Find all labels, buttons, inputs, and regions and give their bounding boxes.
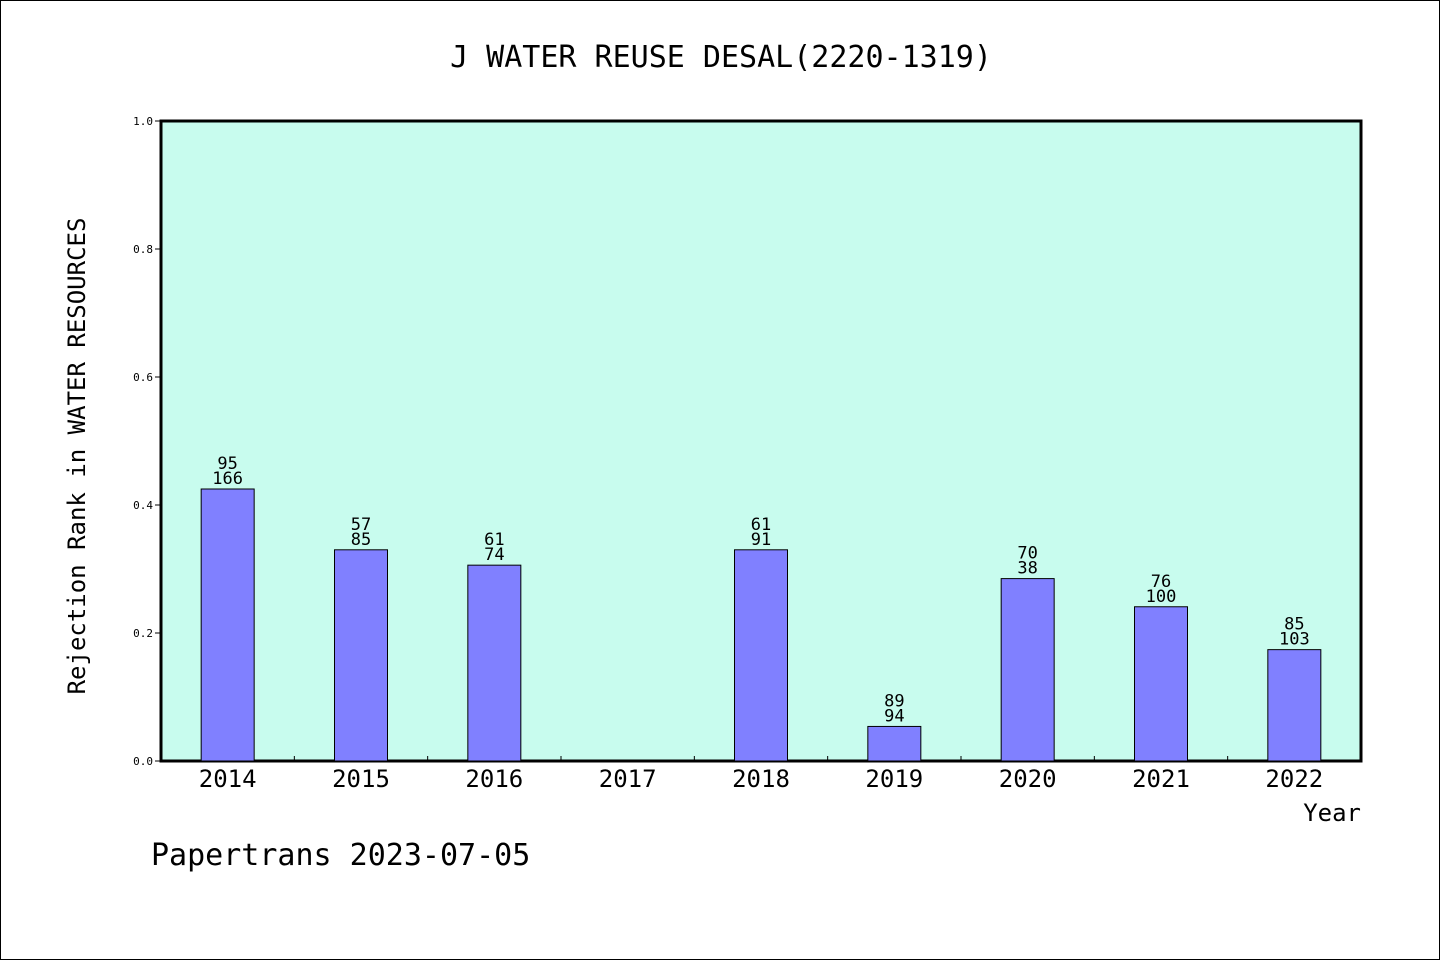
bar-2022 bbox=[1267, 649, 1322, 762]
bar-label-top: 70 bbox=[1017, 544, 1037, 564]
y-tick-label: 0.8 bbox=[133, 243, 153, 256]
x-tick-label: 2019 bbox=[865, 765, 923, 793]
x-tick-label: 2021 bbox=[1132, 765, 1190, 793]
bar-label-top: 61 bbox=[751, 515, 771, 535]
footer-text: Papertrans 2023-07-05 bbox=[151, 838, 530, 873]
y-tick-label: 1.0 bbox=[133, 115, 153, 128]
bar-label-bottom: 85 bbox=[351, 530, 371, 550]
bar-label-bottom: 100 bbox=[1146, 587, 1177, 607]
bar-2018 bbox=[734, 549, 788, 762]
bar-label-bottom: 166 bbox=[212, 469, 243, 489]
bar-2020 bbox=[1000, 578, 1055, 762]
bar-label-bottom: 103 bbox=[1279, 630, 1310, 650]
x-axis-label: Year bbox=[1303, 799, 1361, 827]
y-axis: 0.0 0.2 0.4 0.6 0.8 1.0 bbox=[133, 115, 161, 768]
bar-label-top: 89 bbox=[884, 691, 904, 711]
bar-2014 bbox=[200, 488, 255, 762]
bar-label-top: 57 bbox=[351, 515, 371, 535]
bar-label-bottom: 91 bbox=[751, 530, 771, 550]
bar-2015 bbox=[334, 549, 388, 762]
bar-label-bottom: 74 bbox=[484, 545, 504, 565]
y-tick-label: 0.4 bbox=[133, 499, 153, 512]
y-tick-label: 0.6 bbox=[133, 371, 153, 384]
x-tick-label: 2022 bbox=[1265, 765, 1323, 793]
chart-title: J WATER REUSE DESAL(2220-1319) bbox=[450, 40, 992, 75]
bar-2021 bbox=[1134, 606, 1188, 762]
x-axis: 2014 2015 2016 2017 2018 2019 2020 2021 2022 bbox=[199, 756, 1323, 793]
bar-2016 bbox=[467, 564, 522, 762]
y-tick-label: 0.0 bbox=[133, 755, 153, 768]
y-tick-label: 0.2 bbox=[133, 627, 153, 640]
bar-label-bottom: 94 bbox=[884, 706, 904, 726]
bar-label-bottom: 38 bbox=[1017, 559, 1037, 579]
x-tick-label: 2017 bbox=[599, 765, 657, 793]
bar-label-top: 95 bbox=[217, 454, 237, 474]
bar-2019 bbox=[867, 725, 922, 762]
x-tick-label: 2015 bbox=[332, 765, 390, 793]
x-tick-label: 2020 bbox=[999, 765, 1057, 793]
x-tick-label: 2018 bbox=[732, 765, 790, 793]
bar-label-top: 61 bbox=[484, 530, 504, 550]
bar-label-top: 85 bbox=[1284, 615, 1304, 635]
x-tick-label: 2016 bbox=[465, 765, 523, 793]
y-axis-label: Rejection Rank in WATER RESOURCES bbox=[63, 218, 91, 695]
x-tick-label: 2014 bbox=[199, 765, 257, 793]
bar-label-top: 76 bbox=[1151, 572, 1171, 592]
